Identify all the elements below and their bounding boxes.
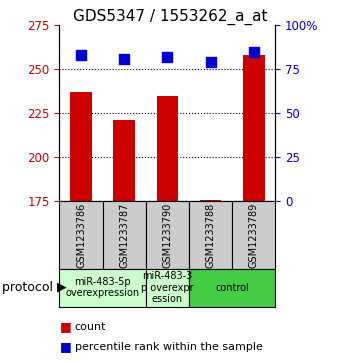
Text: control: control: [215, 283, 249, 293]
Point: [165, 54, 170, 60]
Text: GSM1233789: GSM1233789: [249, 203, 259, 268]
Point: [122, 56, 127, 62]
Point: [78, 52, 84, 58]
Text: GSM1233788: GSM1233788: [206, 203, 216, 268]
Bar: [200, 200, 221, 201]
Bar: [114, 121, 135, 201]
Bar: [157, 96, 178, 201]
Text: count: count: [75, 322, 106, 332]
Bar: [243, 55, 265, 201]
Text: GSM1233787: GSM1233787: [119, 202, 129, 268]
Text: GSM1233786: GSM1233786: [76, 203, 86, 268]
Text: ■: ■: [59, 320, 71, 333]
Text: GSM1233790: GSM1233790: [163, 203, 172, 268]
Text: GDS5347 / 1553262_a_at: GDS5347 / 1553262_a_at: [73, 9, 267, 25]
Point: [251, 49, 257, 55]
Text: ■: ■: [59, 340, 71, 353]
Text: miR-483-3
p overexpr
ession: miR-483-3 p overexpr ession: [141, 271, 194, 304]
Text: percentile rank within the sample: percentile rank within the sample: [75, 342, 263, 352]
Bar: [70, 92, 92, 201]
Text: protocol ▶: protocol ▶: [2, 281, 66, 294]
Point: [208, 60, 214, 65]
Text: miR-483-5p
overexpression: miR-483-5p overexpression: [66, 277, 140, 298]
